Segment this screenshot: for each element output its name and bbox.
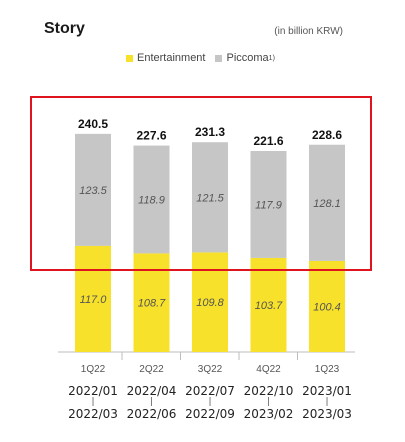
label-entertainment-3Q22: 109.8 (196, 297, 224, 309)
label-total-1Q23: 228.6 (312, 128, 342, 142)
legend-swatch-entertainment (126, 54, 133, 62)
legend-label-entertainment: Entertainment (137, 52, 206, 64)
label-piccoma-1Q23: 128.1 (313, 198, 341, 210)
label-total-3Q22: 231.3 (195, 125, 225, 139)
date-separator: | (208, 397, 212, 407)
bar-entertainment-4Q22 (250, 257, 287, 352)
tick-label-2Q22: 2Q22 (139, 364, 164, 375)
bar-entertainment-1Q22 (75, 245, 111, 352)
bar-piccoma-4Q22 (250, 151, 287, 258)
tick-label-1Q22: 1Q22 (81, 364, 106, 375)
legend: Entertainment Piccoma 1) (126, 52, 285, 64)
legend-entertainment: Entertainment (126, 52, 205, 64)
label-entertainment-1Q22: 117.0 (80, 294, 108, 306)
date-range-1Q22: 2022/01 | 2022/03 (58, 384, 128, 421)
label-total-4Q22: 221.6 (253, 134, 283, 148)
label-total-1Q22: 240.5 (78, 117, 108, 131)
date-start: 2022/10 (243, 384, 294, 398)
date-end: 2022/09 (185, 407, 235, 421)
chart-title: Story (44, 20, 85, 37)
tick-label-3Q22: 3Q22 (198, 364, 223, 375)
date-separator: | (266, 397, 271, 407)
date-start: 2023/01 (302, 384, 352, 398)
bar-piccoma-2Q22 (133, 145, 170, 254)
date-range-1Q23: 2023/01 | 2023/03 (292, 384, 362, 421)
date-separator: | (149, 397, 154, 407)
bar-entertainment-1Q23 (309, 260, 345, 352)
date-separator: | (91, 397, 95, 407)
legend-label-piccoma: Piccoma (226, 52, 269, 64)
tick-label-1Q23: 1Q23 (315, 364, 340, 375)
date-start: 2022/01 (68, 384, 118, 398)
bar-piccoma-1Q23 (309, 144, 345, 261)
label-entertainment-2Q22: 108.7 (138, 298, 166, 310)
date-separator: | (325, 397, 329, 407)
label-piccoma-3Q22: 121.5 (196, 192, 224, 204)
label-entertainment-4Q22: 103.7 (255, 300, 283, 312)
date-start: 2022/04 (126, 384, 177, 398)
label-piccoma-4Q22: 117.9 (255, 199, 282, 211)
label-piccoma-2Q22: 118.9 (138, 194, 165, 206)
tick-label-4Q22: 4Q22 (256, 364, 281, 375)
date-end: 2022/06 (126, 407, 177, 421)
date-start: 2022/07 (185, 384, 235, 398)
legend-piccoma: Piccoma 1) (215, 52, 275, 64)
highlight-box (30, 96, 372, 271)
date-end: 2022/03 (68, 407, 118, 421)
date-range-4Q22: 2022/10 | 2023/02 (234, 384, 304, 421)
legend-footnote: 1) (268, 54, 275, 62)
date-range-2Q22: 2022/04 | 2022/06 (117, 384, 187, 421)
bar-piccoma-3Q22 (192, 142, 228, 253)
label-total-2Q22: 227.6 (136, 129, 166, 143)
label-piccoma-1Q22: 123.5 (79, 185, 107, 197)
date-end: 2023/03 (302, 407, 352, 421)
unit-label: (in billion KRW) (274, 26, 343, 37)
bar-piccoma-1Q22 (75, 133, 111, 246)
date-end: 2023/02 (243, 407, 294, 421)
legend-swatch-piccoma (215, 54, 223, 62)
date-range-3Q22: 2022/07 | 2022/09 (175, 384, 245, 421)
label-entertainment-1Q23: 100.4 (313, 301, 341, 313)
